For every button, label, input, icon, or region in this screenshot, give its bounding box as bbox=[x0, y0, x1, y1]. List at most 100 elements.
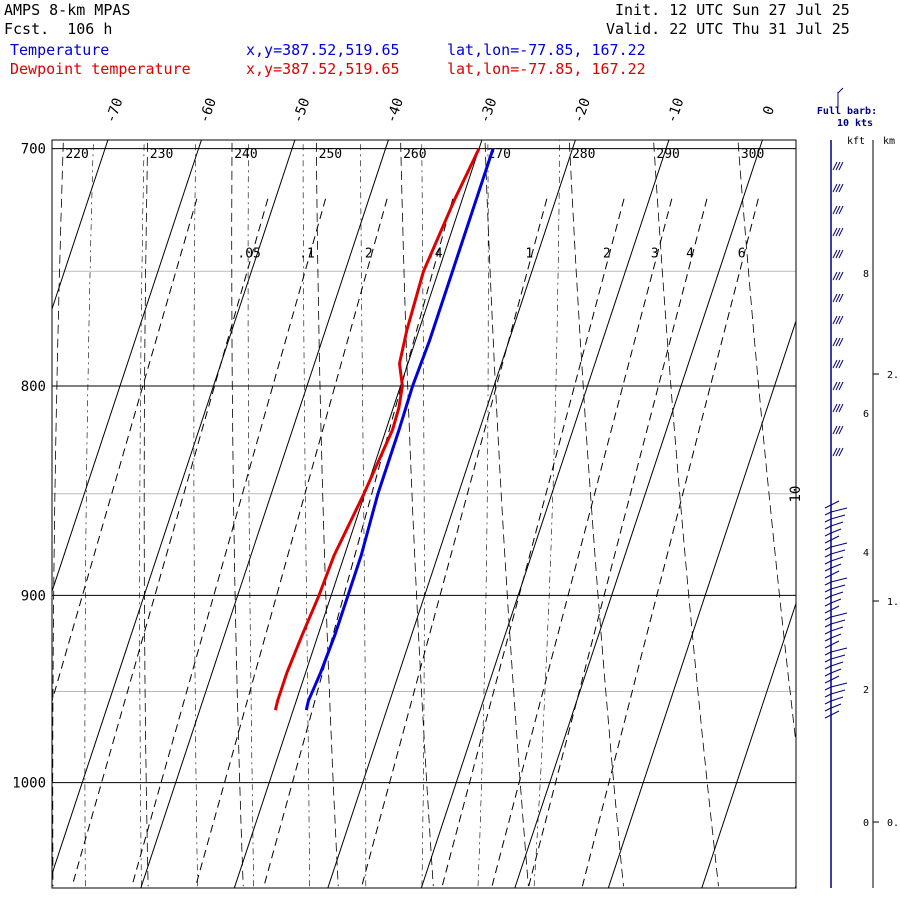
wind-barb-lower bbox=[830, 584, 846, 590]
isotherm-line bbox=[327, 140, 576, 888]
mixing-ratio-line bbox=[361, 198, 548, 887]
wind-barb-upper bbox=[832, 271, 838, 281]
wind-barb-lower bbox=[830, 542, 848, 548]
wind-barb-lower bbox=[830, 549, 846, 555]
wind-barb-lower-tail bbox=[824, 637, 832, 642]
wind-barb-upper bbox=[832, 249, 838, 259]
dewpoint-xy: x,y=387.52,519.65 bbox=[246, 60, 400, 78]
wind-barb-lower bbox=[830, 675, 840, 681]
isotherm-line bbox=[52, 140, 296, 876]
mixing-ratio-line bbox=[491, 198, 673, 887]
moist-adiabat-line bbox=[193, 140, 198, 887]
mixing-ratio-line bbox=[195, 198, 388, 887]
wind-barb-lower-tail bbox=[824, 560, 832, 565]
wind-barb-upper bbox=[838, 403, 844, 413]
moist-adiabat-line bbox=[84, 140, 94, 887]
mixing-ratio-label: .05 bbox=[237, 246, 260, 261]
isotherm-line bbox=[514, 140, 763, 888]
wind-barb-upper bbox=[835, 447, 841, 457]
dry-adiabat-line bbox=[143, 140, 149, 887]
plot-frame bbox=[51, 139, 797, 889]
wind-barb-lower bbox=[830, 703, 842, 709]
wind-barb-upper bbox=[832, 227, 838, 237]
wind-barb-upper bbox=[835, 337, 841, 347]
wind-barb-upper bbox=[832, 183, 838, 193]
init-time: Init. 12 UTC Sun 27 Jul 25 bbox=[615, 1, 850, 19]
pressure-tick-label: 800 bbox=[21, 379, 46, 395]
wind-barb-lower-tail bbox=[824, 679, 832, 684]
wind-speed-label: 10 bbox=[788, 486, 804, 503]
wind-barb-lower-tail bbox=[824, 616, 832, 621]
kft-tick-label: 0 bbox=[863, 818, 869, 829]
wind-barb-lower-tail bbox=[824, 525, 832, 530]
wind-barb-upper bbox=[835, 271, 841, 281]
temperature-latlon: lat,lon=-77.85, 167.22 bbox=[447, 41, 646, 59]
wind-barb-lower bbox=[830, 598, 842, 604]
forecast-hour: Fcst. 106 h bbox=[4, 20, 113, 38]
wind-barb-lower-tail bbox=[824, 686, 832, 691]
temperature-tick-label: -20 bbox=[570, 96, 594, 125]
wind-barb-lower-tail bbox=[824, 567, 832, 572]
wind-barb-upper bbox=[835, 183, 841, 193]
wind-barb-lower-tail bbox=[824, 574, 832, 579]
wind-barb-lower-tail bbox=[824, 665, 832, 670]
wind-barb-upper bbox=[838, 249, 844, 259]
mixing-ratio-line bbox=[528, 198, 708, 887]
wind-barb-lower-tail bbox=[824, 644, 832, 649]
wind-barb-lower bbox=[830, 647, 848, 653]
isotherm-line bbox=[52, 140, 202, 593]
mixing-ratio-line bbox=[263, 198, 454, 887]
wind-barb-upper bbox=[832, 205, 838, 215]
wind-barb-upper bbox=[838, 315, 844, 325]
wind-barb-lower-tail bbox=[824, 658, 832, 663]
theta-label: 250 bbox=[319, 147, 342, 162]
wind-barb-lower bbox=[830, 668, 842, 674]
wind-barb-lower-tail bbox=[824, 714, 832, 719]
wind-barb-lower bbox=[830, 521, 844, 527]
theta-label: 260 bbox=[403, 147, 426, 162]
km-tick-label: 1. bbox=[887, 597, 899, 608]
wind-barb-upper bbox=[838, 161, 844, 171]
wind-barb-upper bbox=[838, 205, 844, 215]
theta-label: 300 bbox=[741, 147, 764, 162]
wind-barb-lower bbox=[830, 570, 840, 576]
wind-barb-upper bbox=[832, 447, 838, 457]
wind-barb-lower bbox=[830, 577, 848, 583]
isotherm-line bbox=[794, 884, 796, 888]
wind-barb-upper bbox=[838, 271, 844, 281]
isotherm-line bbox=[701, 601, 796, 888]
wind-barb-upper bbox=[835, 227, 841, 237]
km-tick-label: 2. bbox=[887, 370, 899, 381]
wind-barb-upper bbox=[835, 381, 841, 391]
wind-barb-upper bbox=[838, 227, 844, 237]
wind-barb-upper bbox=[838, 293, 844, 303]
mixing-ratio-label: .1 bbox=[299, 246, 315, 261]
wind-barb-upper bbox=[838, 447, 844, 457]
wind-barb-upper bbox=[832, 425, 838, 435]
temperature-tick-label: 0 bbox=[760, 104, 778, 117]
diagram-grid bbox=[52, 140, 796, 888]
wind-barb-lower-tail bbox=[824, 511, 832, 516]
dewpoint-legend: Dewpoint temperature bbox=[10, 60, 191, 78]
wind-barb-lower-tail bbox=[824, 518, 832, 523]
wind-barb-lower-tail bbox=[824, 588, 832, 593]
mixing-ratio-line bbox=[71, 198, 269, 887]
mixing-ratio-label: 2 bbox=[603, 246, 611, 261]
wind-barb-lower-tail bbox=[824, 630, 832, 635]
mixing-ratio-label: 1 bbox=[525, 246, 533, 261]
wind-barb-lower bbox=[830, 619, 846, 625]
wind-barb-lower-tail bbox=[824, 504, 832, 509]
wind-barb-lower-tail bbox=[824, 672, 832, 677]
moist-adiabat-line bbox=[302, 140, 310, 887]
wind-barb-lower bbox=[830, 556, 844, 562]
wind-barb-upper bbox=[835, 249, 841, 259]
isotherm-line bbox=[140, 140, 389, 888]
wind-barb-lower bbox=[830, 689, 846, 695]
wind-barb-lower-tail bbox=[824, 623, 832, 628]
wind-barb-lower bbox=[830, 605, 840, 611]
temperature-tick-label: -40 bbox=[383, 96, 407, 125]
wind-barb-lower bbox=[830, 661, 844, 667]
wind-barb-lower bbox=[830, 514, 846, 520]
mixing-ratio-line bbox=[52, 198, 198, 703]
pressure-tick-label: 900 bbox=[21, 588, 46, 604]
